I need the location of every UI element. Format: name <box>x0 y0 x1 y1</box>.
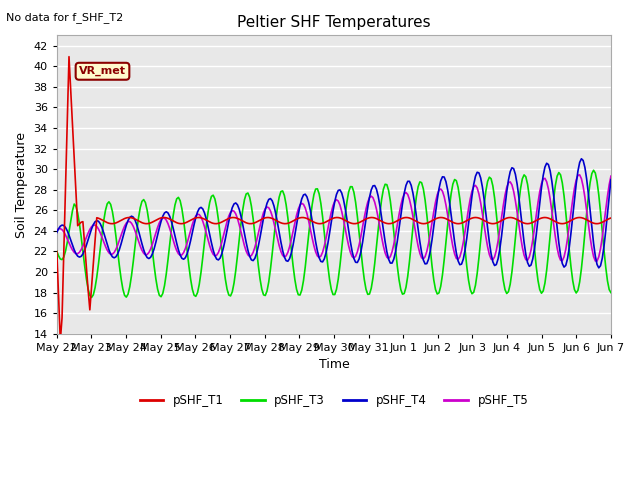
pSHF_T5 <box>340 216 348 222</box>
pSHF_T4 <box>340 196 348 202</box>
pSHF_T4 <box>607 177 615 182</box>
pSHF_T3 <box>53 249 61 254</box>
pSHF_T1 <box>136 219 144 225</box>
pSHF_T3 <box>341 213 349 219</box>
pSHF_T3 <box>510 253 518 259</box>
pSHF_T5 <box>444 212 451 218</box>
pSHF_T5 <box>133 233 141 239</box>
pSHF_T4 <box>451 239 458 245</box>
Text: VR_met: VR_met <box>79 66 126 76</box>
pSHF_T3 <box>607 290 615 296</box>
Line: pSHF_T1: pSHF_T1 <box>57 57 611 341</box>
pSHF_T3 <box>88 295 95 300</box>
pSHF_T1 <box>511 216 519 222</box>
pSHF_T1 <box>454 221 462 227</box>
pSHF_T1 <box>65 54 73 60</box>
pSHF_T5 <box>607 173 615 179</box>
Line: pSHF_T4: pSHF_T4 <box>57 159 611 268</box>
pSHF_T1 <box>607 215 615 221</box>
pSHF_T5 <box>508 182 516 188</box>
pSHF_T5 <box>451 251 458 257</box>
pSHF_T3 <box>134 215 142 221</box>
pSHF_T1 <box>56 338 64 344</box>
Legend: pSHF_T1, pSHF_T3, pSHF_T4, pSHF_T5: pSHF_T1, pSHF_T3, pSHF_T4, pSHF_T5 <box>135 389 533 411</box>
Line: pSHF_T5: pSHF_T5 <box>57 175 611 261</box>
pSHF_T4 <box>577 156 585 162</box>
pSHF_T4 <box>133 222 141 228</box>
Y-axis label: Soil Temperature: Soil Temperature <box>15 132 28 238</box>
pSHF_T3 <box>589 168 597 173</box>
pSHF_T4 <box>595 265 603 271</box>
pSHF_T5 <box>53 228 61 233</box>
Line: pSHF_T3: pSHF_T3 <box>57 170 611 298</box>
pSHF_T1 <box>447 218 455 224</box>
pSHF_T5 <box>540 176 547 182</box>
pSHF_T3 <box>452 178 460 183</box>
pSHF_T3 <box>541 280 548 286</box>
pSHF_T5 <box>593 258 601 264</box>
pSHF_T4 <box>444 187 451 193</box>
Title: Peltier SHF Temperatures: Peltier SHF Temperatures <box>237 15 431 30</box>
pSHF_T1 <box>543 215 550 221</box>
pSHF_T4 <box>540 173 547 179</box>
pSHF_T5 <box>576 172 584 178</box>
pSHF_T4 <box>508 165 516 171</box>
pSHF_T4 <box>53 229 61 235</box>
pSHF_T1 <box>53 249 61 254</box>
pSHF_T3 <box>445 205 453 211</box>
Text: No data for f_SHF_T2: No data for f_SHF_T2 <box>6 12 124 23</box>
pSHF_T1 <box>343 218 351 224</box>
X-axis label: Time: Time <box>319 359 349 372</box>
